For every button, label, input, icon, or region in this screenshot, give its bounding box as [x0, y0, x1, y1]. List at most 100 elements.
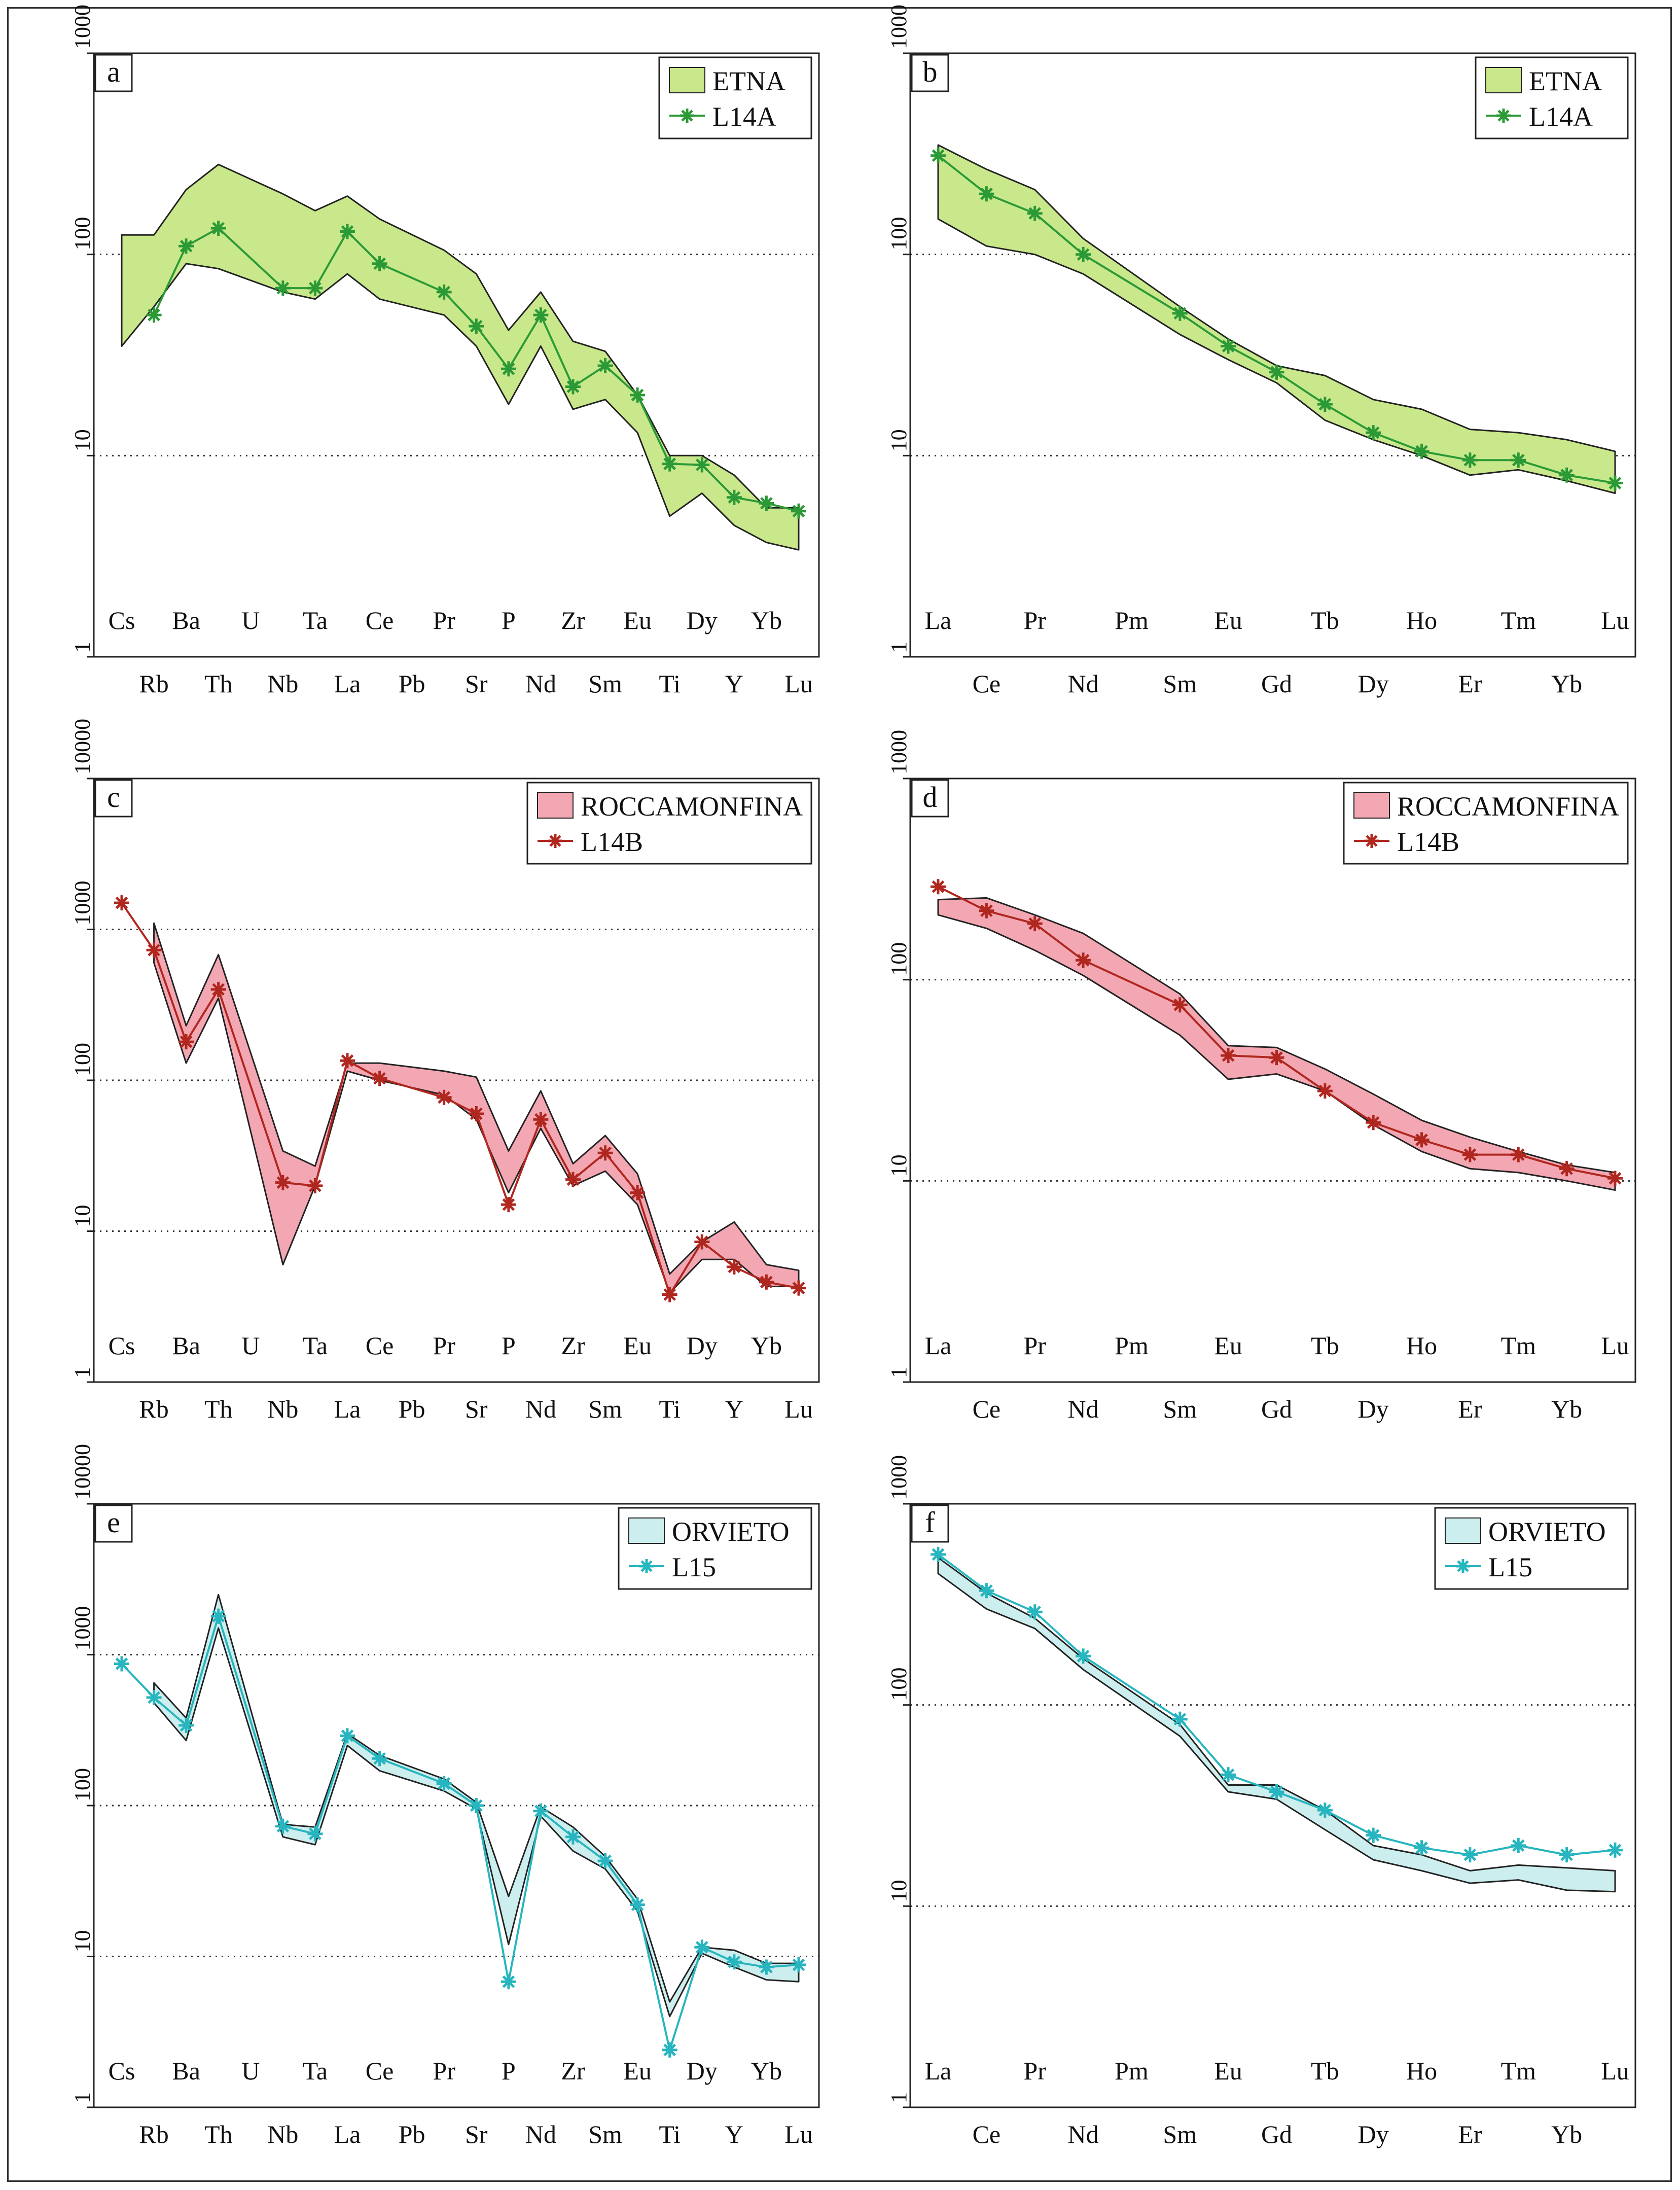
data-point-marker [565, 1829, 581, 1845]
x-tick-label: Pr [1023, 606, 1046, 634]
legend-box [526, 782, 812, 865]
x-tick-label: Eu [1214, 606, 1242, 634]
x-tick-label: Nb [267, 1395, 298, 1423]
legend-band-swatch [1353, 792, 1390, 819]
data-point-marker [791, 1280, 806, 1296]
data-point-marker [178, 1717, 194, 1733]
x-tick-label: Nb [267, 669, 298, 698]
x-tick-label: Pr [433, 606, 455, 634]
x-tick-label: Ta [303, 2057, 328, 2085]
data-point-marker [114, 895, 129, 911]
data-point-marker [791, 1957, 806, 1972]
x-tick-label: Th [204, 669, 233, 698]
data-point-marker [1559, 1161, 1575, 1177]
legend-line-label: L14B [1397, 827, 1459, 857]
y-tick-label: 1000 [886, 730, 911, 774]
data-point-marker [372, 1751, 387, 1767]
data-point-marker [340, 1728, 355, 1744]
data-point-marker [597, 1853, 613, 1868]
data-point-marker [694, 1234, 710, 1250]
x-tick-label: Dy [1358, 1395, 1389, 1423]
legend-line-marker [1365, 834, 1379, 848]
data-point-marker [307, 1178, 323, 1193]
x-tick-label: Ba [172, 2057, 200, 2085]
x-tick-label: Cs [109, 606, 135, 634]
data-point-marker [694, 1939, 710, 1955]
x-tick-label: Lu [1601, 1331, 1629, 1360]
x-tick-label: Lu [784, 1395, 813, 1423]
x-tick-label: Nd [1068, 669, 1099, 698]
data-point-marker [469, 1106, 484, 1121]
data-point-marker [726, 1259, 742, 1275]
legend-band-label: ORVIETO [1488, 1516, 1606, 1547]
x-tick-label: Y [725, 1395, 743, 1423]
data-point-marker [1607, 1842, 1623, 1858]
data-point-marker [1172, 997, 1188, 1013]
data-point-marker [533, 1803, 549, 1819]
panel-e: 1 10 100 1000 10000 Cs Rb Ba Th U Nb Ta La Ce Pb Pr Sr P N… [35, 1444, 832, 2171]
data-point-marker [662, 456, 677, 472]
x-tick-label: Dy [1358, 669, 1389, 698]
x-tick-label: Tm [1501, 1331, 1536, 1360]
data-point-marker [1366, 1115, 1381, 1131]
x-tick-label: Zr [561, 1331, 585, 1360]
plot-area-frame [93, 1503, 820, 2108]
data-point-marker [436, 1089, 452, 1105]
data-point-marker [1462, 1847, 1478, 1863]
data-point-marker [340, 224, 355, 239]
data-point-marker [1027, 1604, 1043, 1620]
data-point-marker [1559, 467, 1575, 483]
y-tick-label: 10000 [70, 719, 95, 774]
x-tick-label: Pr [433, 2057, 455, 2085]
x-tick-label: La [925, 1331, 952, 1360]
data-point-marker [1414, 1840, 1429, 1856]
x-tick-label: Sm [1163, 1395, 1197, 1423]
legend-band-label: ROCCAMONFINA [581, 791, 803, 822]
x-tick-label: Rb [139, 2120, 168, 2148]
data-point-marker [146, 942, 162, 958]
x-tick-label: Sm [588, 669, 622, 698]
y-tick-label: 1000 [70, 5, 95, 49]
legend-line-label: L14B [581, 827, 643, 857]
data-point-marker [630, 387, 646, 403]
y-tick-label: 1000 [886, 1455, 911, 1500]
x-tick-label: Ce [973, 2120, 1001, 2148]
data-point-marker [726, 489, 742, 505]
y-tick-label: 1 [70, 2092, 95, 2103]
data-point-marker [759, 496, 774, 511]
data-point-marker [979, 186, 994, 202]
legend-band-swatch [537, 792, 574, 819]
legend-line-marker [1496, 109, 1511, 123]
panel-b: 1 10 100 1000 La Ce Pr Nd Pm Sm Eu Gd Tb Dy Ho Er Tm Yb Lu… [852, 5, 1648, 720]
panel-a: 1 10 100 1000 Cs Rb Ba Th U Nb Ta La Ce Pb Pr Sr P Nd Zr Sm… [35, 5, 832, 720]
data-point-marker [372, 1071, 387, 1086]
x-tick-label: Dy [687, 606, 718, 634]
data-point-marker [340, 1053, 355, 1069]
x-tick-label: Pr [1023, 1331, 1046, 1360]
legend-box [658, 56, 812, 139]
data-point-marker [1269, 364, 1284, 380]
panel-letter-box [911, 1504, 949, 1543]
x-tick-label: Sm [1163, 669, 1197, 698]
panel-f: 1 10 100 1000 La Ce Pr Nd Pm Sm Eu Gd Tb Dy Ho Er Tm Yb Lu… [852, 1455, 1648, 2171]
x-tick-label: Sr [465, 1395, 488, 1423]
data-point-marker [1076, 952, 1091, 968]
x-tick-label: Nd [525, 1395, 556, 1423]
data-point-marker [210, 221, 226, 236]
data-point-marker [210, 981, 226, 997]
data-point-marker [533, 307, 549, 323]
panel-letter: d [923, 781, 938, 814]
x-tick-label: Yb [751, 606, 782, 634]
legend-line-label: L15 [1488, 1552, 1532, 1582]
panel-d: 1 10 100 1000 La Ce Pr Nd Pm Sm Eu Gd Tb Dy Ho Er Tm Yb Lu… [852, 730, 1648, 1445]
x-tick-label: Tb [1311, 606, 1339, 634]
plot-area-frame [909, 778, 1636, 1383]
data-point-marker [1366, 425, 1381, 441]
envelope-band [937, 897, 1616, 1191]
x-tick-label: Lu [784, 669, 813, 698]
x-tick-label: Nb [267, 2120, 298, 2148]
data-point-marker [1317, 397, 1333, 412]
x-tick-label: U [241, 2057, 260, 2085]
x-tick-label: Tb [1311, 2057, 1339, 2085]
data-point-marker [759, 1274, 774, 1290]
